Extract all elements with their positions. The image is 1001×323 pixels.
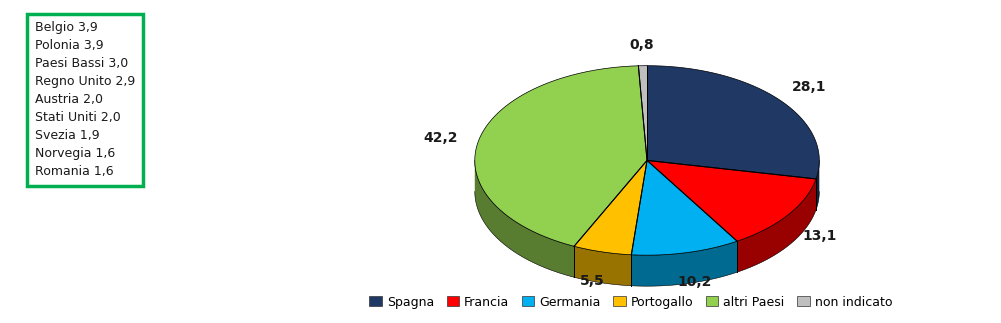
Text: Belgio 3,9
Polonia 3,9
Paesi Bassi 3,0
Regno Unito 2,9
Austria 2,0
Stati Uniti 2: Belgio 3,9 Polonia 3,9 Paesi Bassi 3,0 R… bbox=[35, 21, 135, 178]
Polygon shape bbox=[474, 161, 575, 277]
Polygon shape bbox=[737, 179, 816, 272]
Polygon shape bbox=[816, 161, 819, 210]
Legend: Spagna, Francia, Germania, Portogallo, altri Paesi, non indicato: Spagna, Francia, Germania, Portogallo, a… bbox=[364, 290, 897, 314]
Text: 13,1: 13,1 bbox=[802, 229, 837, 243]
Polygon shape bbox=[575, 246, 632, 286]
Text: 42,2: 42,2 bbox=[423, 131, 458, 145]
Text: 28,1: 28,1 bbox=[792, 80, 827, 94]
Polygon shape bbox=[575, 161, 647, 255]
Polygon shape bbox=[474, 66, 647, 246]
Polygon shape bbox=[632, 161, 737, 255]
Text: 5,5: 5,5 bbox=[580, 274, 605, 288]
Polygon shape bbox=[639, 66, 647, 161]
Polygon shape bbox=[647, 66, 819, 179]
Text: 10,2: 10,2 bbox=[678, 275, 712, 289]
Polygon shape bbox=[632, 241, 737, 286]
Polygon shape bbox=[647, 161, 816, 241]
Text: 0,8: 0,8 bbox=[630, 38, 654, 52]
